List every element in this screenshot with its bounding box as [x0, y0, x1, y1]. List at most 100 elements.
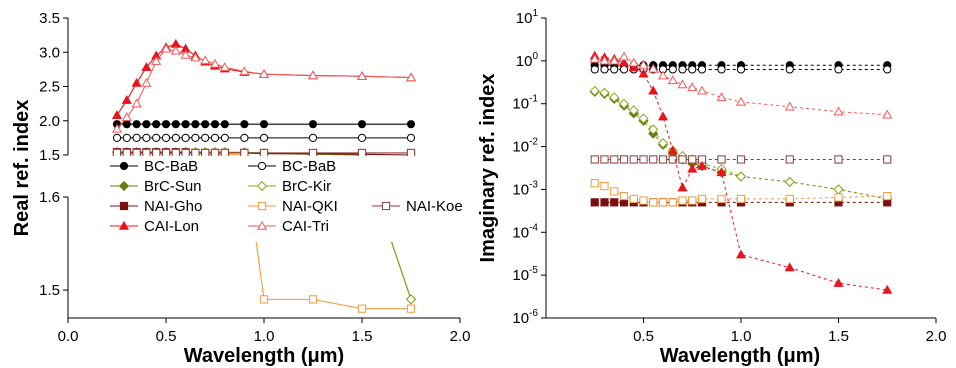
left-data-point — [111, 123, 123, 133]
right-data-point — [833, 106, 844, 116]
right-data-point — [697, 65, 707, 74]
right-data-point — [736, 194, 746, 204]
right-imag-index-panel: 101 100 10-1 10-2 10-3 10-4 10-5 10-6 0.5 1.0 1.5… — [477, 8, 946, 367]
left-data-point — [132, 120, 141, 129]
right-data-point — [657, 70, 669, 80]
right-data-point — [834, 65, 843, 74]
right-data-point — [834, 193, 843, 202]
right-data-point — [833, 184, 844, 195]
right-data-point — [688, 65, 697, 74]
left-data-point — [405, 294, 417, 305]
left-data-point — [357, 304, 367, 313]
left-data-point — [259, 148, 269, 158]
legend-label: BrC-Sun — [144, 178, 202, 195]
left-data-point — [220, 133, 229, 142]
right-data-point — [697, 194, 707, 204]
right-data-point — [677, 182, 688, 192]
right-data-point — [785, 65, 794, 74]
left-data-point — [259, 295, 269, 304]
left-data-point — [181, 133, 190, 142]
right-data-point — [736, 65, 746, 74]
right-data-point — [696, 160, 708, 170]
right-data-point — [677, 79, 688, 89]
right-xtick-label: 2.0 — [926, 328, 947, 345]
left-data-point — [152, 148, 161, 158]
right-data-point — [668, 65, 677, 74]
left-data-point — [122, 120, 131, 129]
left-data-point — [152, 133, 161, 142]
right-data-point — [619, 155, 629, 164]
left-upper-ytick-label: 1.5 — [39, 147, 60, 164]
left-data-point — [308, 148, 318, 158]
right-data-point — [717, 65, 726, 74]
legend-label: NAI-QKI — [282, 198, 338, 215]
left-xtick-label: 1.0 — [254, 328, 275, 345]
right-data-point — [687, 163, 698, 173]
right-data-point — [629, 194, 638, 204]
left-xtick-label: 0.0 — [58, 328, 79, 345]
left-data-point — [406, 120, 416, 129]
left-data-point — [406, 148, 416, 158]
right-data-point — [610, 198, 619, 207]
left-data-point — [210, 120, 220, 129]
left-data-point — [112, 148, 122, 158]
right-data-point — [668, 198, 677, 207]
right-data-point — [667, 145, 678, 155]
left-data-point — [308, 120, 318, 129]
left-data-point — [307, 70, 319, 80]
right-data-point — [610, 65, 619, 74]
left-data-point — [122, 133, 131, 142]
legend-label: BC-BaB — [282, 158, 336, 175]
right-data-point — [599, 55, 610, 65]
legend-label: NAI-Gho — [144, 198, 202, 215]
right-data-point — [657, 138, 669, 149]
right-data-point — [610, 155, 619, 164]
left-data-point — [201, 120, 210, 129]
right-ytick-label: 10-5 — [512, 265, 538, 284]
right-data-point — [628, 57, 639, 67]
right-data-point — [688, 155, 697, 164]
left-data-point — [160, 43, 172, 53]
legend-marker — [119, 161, 129, 171]
left-upper-ytick-label: 3.5 — [39, 10, 60, 27]
right-data-point — [600, 65, 609, 74]
right-data-point — [735, 96, 747, 106]
left-data-point — [356, 71, 368, 80]
left-data-point — [308, 295, 318, 304]
left-xtick-label: 1.5 — [352, 328, 373, 345]
right-data-point — [658, 155, 668, 164]
right-data-point — [882, 109, 893, 119]
right-data-point — [609, 92, 620, 103]
right-data-point — [687, 82, 698, 92]
left-data-point — [142, 148, 151, 158]
left-data-point — [132, 133, 141, 142]
left-data-point — [210, 148, 220, 158]
left-data-point — [190, 52, 201, 62]
right-data-point — [590, 198, 599, 207]
left-data-point — [141, 77, 152, 87]
left-data-point — [258, 68, 270, 78]
left-data-point — [220, 120, 229, 129]
left-data-point — [240, 133, 249, 142]
left-data-point — [152, 120, 161, 129]
left-data-point — [308, 133, 318, 142]
right-series-line — [594, 55, 888, 291]
right-data-point — [600, 181, 609, 191]
left-data-point — [191, 148, 200, 158]
right-data-point — [696, 85, 708, 95]
left-data-point — [210, 133, 220, 142]
right-data-point — [618, 98, 630, 109]
right-data-point — [628, 105, 639, 116]
left-data-point — [121, 112, 132, 122]
left-data-point — [171, 148, 180, 158]
right-data-point — [590, 179, 599, 188]
right-data-point — [649, 155, 658, 164]
right-data-point — [785, 194, 794, 204]
left-series-line — [116, 48, 412, 130]
legend: BC-BaB BC-BaB BrC-Sun BrC-Kir NAI-Gho NAI-QKI… — [108, 156, 463, 242]
left-data-point — [171, 120, 180, 129]
right-data-point — [658, 198, 668, 207]
right-y-axis-label: Imaginary ref. index — [477, 74, 499, 263]
left-lower-ytick-label: 1.5 — [39, 282, 60, 299]
